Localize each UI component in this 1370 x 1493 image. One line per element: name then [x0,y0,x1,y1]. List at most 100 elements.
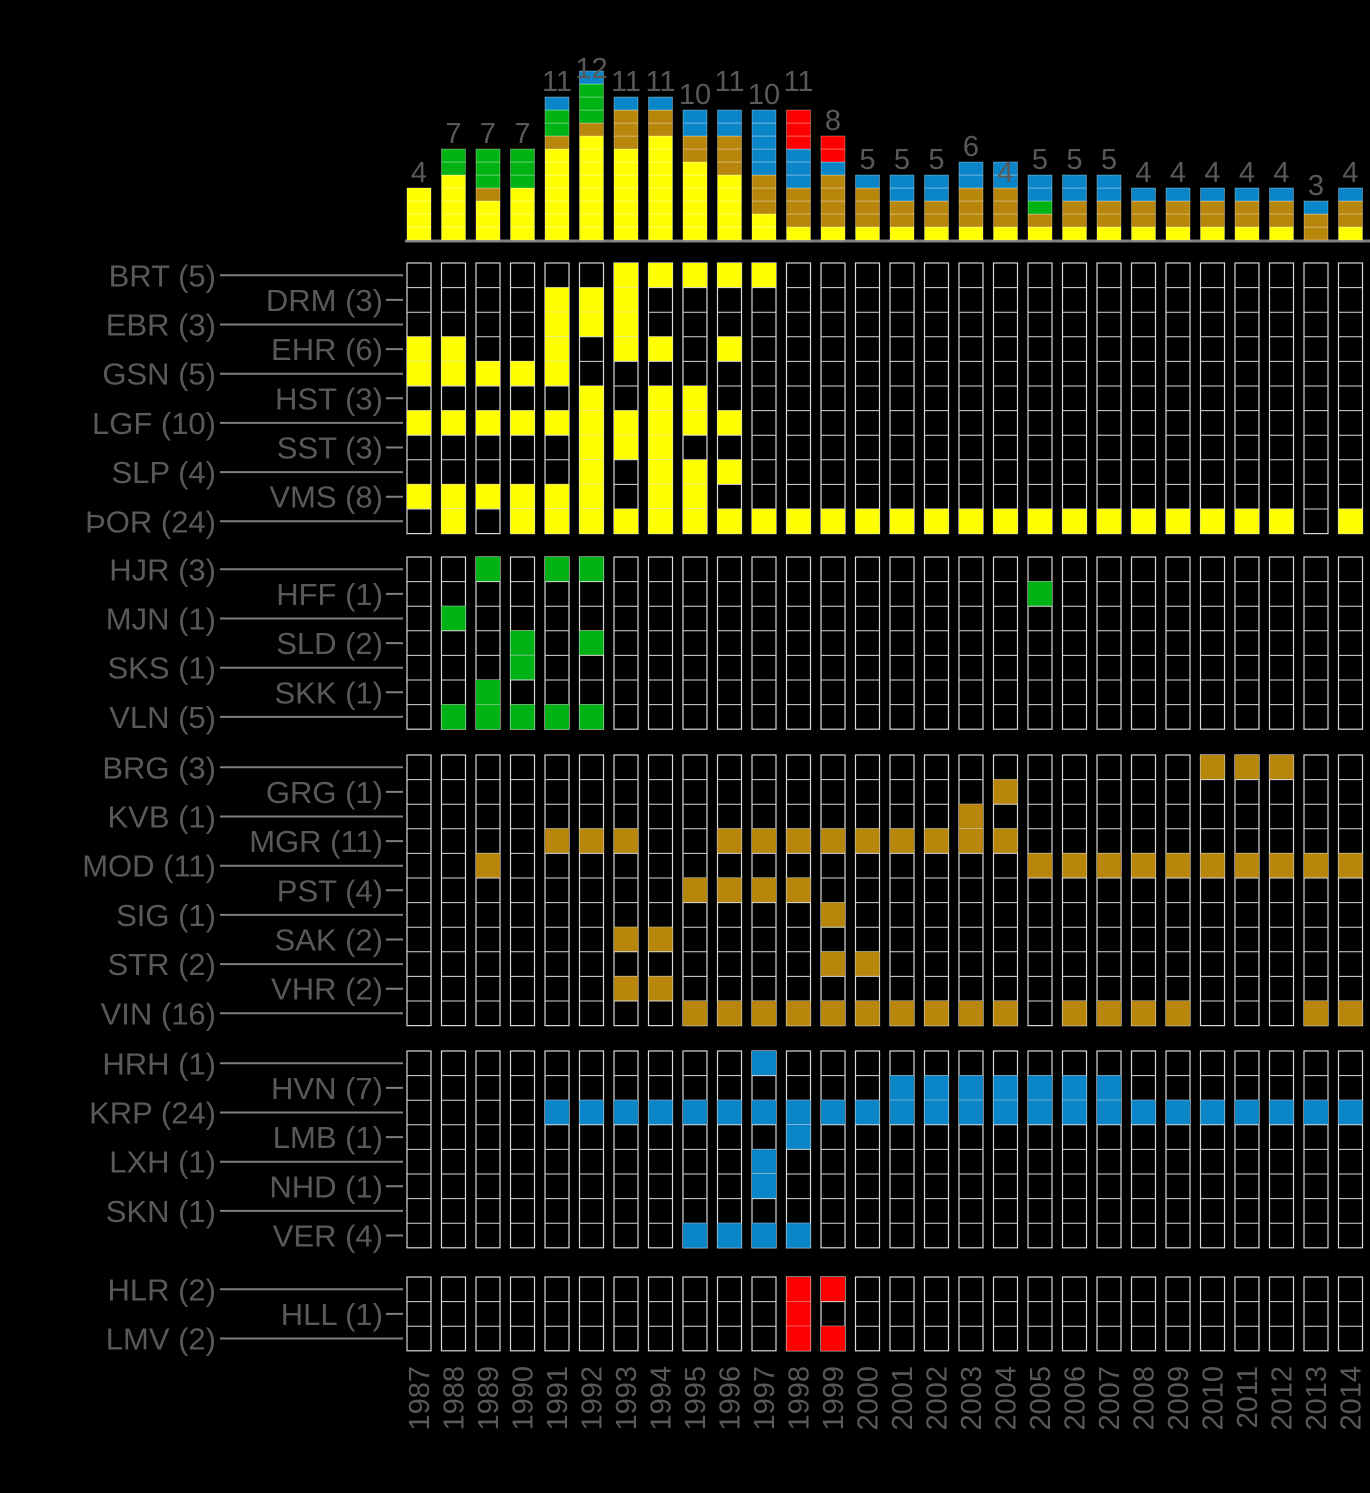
bar-segment [682,109,708,124]
bar-segment [648,135,673,150]
participation-cell [683,410,707,436]
participation-cell [1166,853,1190,878]
row-label-vhr: VHR (2) [271,972,383,1007]
participation-cell [614,287,638,313]
participation-cell [821,951,845,977]
participation-cell [924,828,949,854]
bar-total-label: 5 [859,144,875,176]
participation-cell [683,386,707,411]
grid-column-frame [1130,1276,1157,1352]
participation-cell [441,410,466,436]
bar-segment [820,213,846,228]
bar-segment [544,135,570,150]
bar-segment [958,226,984,241]
year-tick-label: 2006 [1060,1366,1092,1431]
row-label-vin: VIN (16) [101,996,216,1031]
bar-segment [958,161,984,176]
participation-grid [406,262,1364,1352]
bar-segment [441,213,466,228]
participation-cell [683,1100,707,1125]
participation-cell [1097,853,1121,878]
bar-segment [717,174,742,189]
row-label-slp: SLP (4) [111,455,216,490]
year-tick-label: 1997 [749,1366,781,1431]
bar-segment [1303,213,1329,228]
bar-total-label: 3 [1308,170,1324,202]
participation-cell [545,828,569,854]
participation-cell [579,630,604,656]
bar-segment [993,161,1018,176]
grid-column-frame [1199,1276,1226,1352]
row-label-mgr: MGR (11) [249,824,383,859]
bar-segment [441,174,466,189]
grid-column-frame [1027,1276,1053,1352]
grid-column-frame [1234,1276,1260,1352]
bar-segment [510,200,535,215]
participation-cell [993,1001,1018,1026]
bar-segment [924,174,949,189]
row-label-ebr: EBR (3) [106,308,216,343]
year-tick-label: 2004 [991,1366,1023,1431]
participation-cell [683,1001,707,1026]
bar-segment [889,226,915,241]
grid-column-frame [958,1276,984,1352]
bar-segment [406,213,432,228]
bar-segment [786,187,811,202]
participation-cell [648,484,673,509]
participation-cell [441,606,466,631]
bar-segment [1165,200,1191,215]
bar-segment [924,187,949,202]
year-tick-label: 2007 [1094,1366,1126,1431]
grid-column-frame [751,1276,777,1352]
participation-cell [1200,509,1225,534]
bar-segment [751,200,777,215]
bar-segment [1338,213,1363,228]
bar-total-label: 11 [783,66,813,98]
bar-segment [613,174,639,189]
year-tick-label: 2008 [1129,1366,1161,1431]
participation-cell [441,704,466,730]
row-label-sst: SST (3) [277,431,383,466]
bar-total-label: 11 [714,66,744,98]
participation-cell [752,1100,776,1125]
bar-total-label: 8 [825,105,841,137]
participation-cell [1338,853,1363,878]
year-tick-label: 2009 [1163,1366,1195,1431]
bar-segment [924,213,949,228]
bar-segment [1131,187,1156,202]
grid-column-frame [1165,1276,1191,1352]
participation-cell [510,509,535,534]
grid-column-frame [440,556,467,730]
bar-segment [1027,187,1053,202]
participation-cell [786,1124,811,1150]
bar-segment [958,200,984,215]
bar-segment [613,109,639,124]
bar-segment [510,148,535,163]
row-label-brt: BRT (5) [109,258,216,293]
row-label-or: ÞOR (24) [85,504,216,539]
grid-column-frame [889,556,915,730]
bar-segment [1303,200,1329,215]
bar-segment [648,200,673,215]
participation-cell [1166,1001,1190,1026]
participation-cell [752,1149,776,1174]
grid-column-frame [958,556,984,730]
row-label-vln: VLN (5) [109,700,216,735]
grid-column-frame [475,754,501,1027]
bar-segment [717,187,742,202]
bar-segment [820,174,846,189]
participation-cell [1200,1100,1225,1125]
bar-segment [579,161,604,176]
bar-segment [751,148,777,163]
participation-cell [545,410,569,436]
row-label-lmv: LMV (2) [106,1322,216,1357]
bar-segment [1131,226,1156,241]
bar-segment [613,213,639,228]
year-tick-label: 2002 [922,1366,954,1431]
participation-cell [890,1001,914,1026]
row-label-hst: HST (3) [275,381,383,416]
participation-cell [579,828,604,854]
participation-cell [1269,853,1294,878]
participation-cell [1028,853,1052,878]
bar-total-label: 11 [611,66,641,98]
